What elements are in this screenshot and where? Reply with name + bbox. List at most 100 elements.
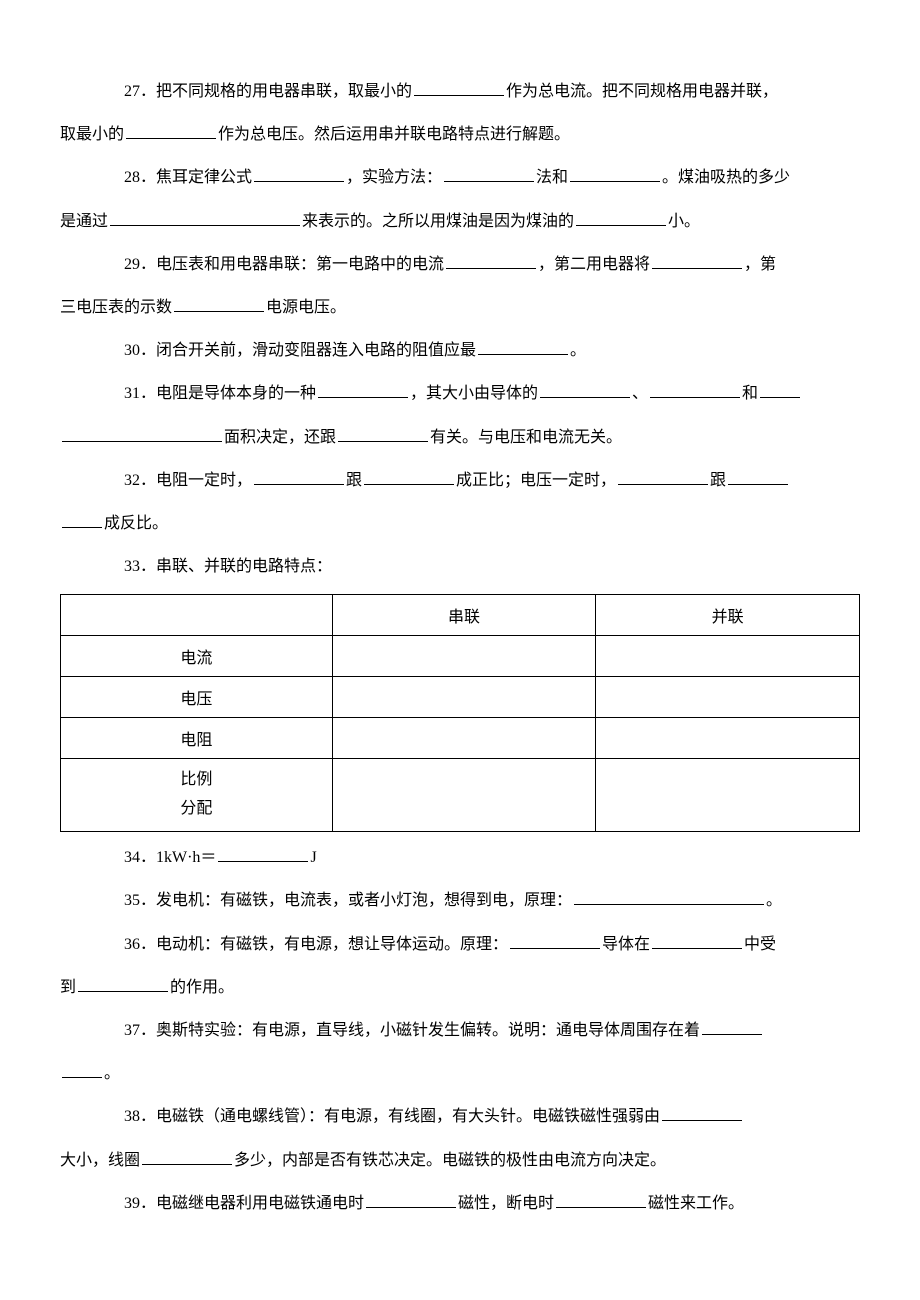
q38-text: 多少，内部是否有铁芯决定。电磁铁的极性由电流方向决定。 — [234, 1152, 666, 1169]
q31-text: 、 — [632, 385, 648, 402]
q28-text: 。煤油吸热的多少 — [662, 169, 790, 186]
q34-line: 34．1kW·h＝ J — [60, 836, 860, 879]
blank[interactable] — [218, 845, 308, 862]
q31-text: 和 — [742, 385, 758, 402]
q27-text: 取最小的 — [60, 126, 124, 143]
blank[interactable] — [556, 1191, 646, 1208]
q29-text: 三电压表的示数 — [60, 299, 172, 316]
q31-text: 有关。与电压和电流无关。 — [430, 429, 622, 446]
blank[interactable] — [576, 209, 666, 226]
q35-text: 35．发电机：有磁铁，电流表，或者小灯泡，想得到电，原理： — [124, 892, 572, 909]
blank[interactable] — [174, 295, 264, 312]
table-row: 电流 — [61, 636, 860, 677]
q36-line1: 36．电动机：有磁铁，有电源，想让导体运动。原理： 导体在 中受 — [60, 923, 860, 966]
q37-text: 37．奥斯特实验：有电源，直导线，小磁针发生偏转。说明：通电导体周围存在着 — [124, 1022, 700, 1039]
blank[interactable] — [570, 165, 660, 182]
blank[interactable] — [62, 511, 102, 528]
blank[interactable] — [662, 1104, 742, 1121]
q36-line2: 到的作用。 — [60, 966, 860, 1009]
q39-text: 39．电磁继电器利用电磁铁通电时 — [124, 1195, 364, 1212]
q28-text: 28．焦耳定律公式 — [124, 169, 252, 186]
q33-text: 33．串联、并联的电路特点： — [124, 558, 332, 575]
cell-blank[interactable] — [596, 677, 860, 718]
q39-line: 39．电磁继电器利用电磁铁通电时磁性，断电时磁性来工作。 — [60, 1182, 860, 1225]
q34-text: 34．1kW·h＝ — [124, 849, 216, 866]
blank[interactable] — [618, 468, 708, 485]
blank[interactable] — [110, 209, 300, 226]
row-label: 电压 — [61, 677, 333, 718]
q32-line2: 成反比。 — [60, 502, 860, 545]
q37-line2: 。 — [60, 1052, 860, 1095]
q30-text: 30．闭合开关前，滑动变阻器连入电路的阻值应最 — [124, 342, 476, 359]
blank[interactable] — [728, 468, 788, 485]
cell-blank[interactable] — [332, 718, 596, 759]
blank[interactable] — [254, 165, 344, 182]
blank[interactable] — [540, 381, 630, 398]
blank[interactable] — [478, 338, 568, 355]
cell-blank[interactable] — [332, 636, 596, 677]
blank[interactable] — [318, 381, 408, 398]
blank[interactable] — [338, 425, 428, 442]
blank[interactable] — [364, 468, 454, 485]
q31-text: 面积决定，还跟 — [224, 429, 336, 446]
table-header-row: 串联 并联 — [61, 595, 860, 636]
q36-text: 导体在 — [602, 936, 650, 953]
q39-text: 磁性来工作。 — [648, 1195, 744, 1212]
ratio-line1: 比例 — [180, 771, 212, 788]
q27-text: 27．把不同规格的用电器串联，取最小的 — [124, 83, 412, 100]
q31-line1: 31．电阻是导体本身的一种，其大小由导体的、和 — [60, 372, 860, 415]
blank[interactable] — [62, 425, 222, 442]
cell-blank[interactable] — [596, 636, 860, 677]
cell-blank[interactable] — [332, 759, 596, 832]
q28-line1: 28．焦耳定律公式，实验方法：法和。煤油吸热的多少 — [60, 156, 860, 199]
blank[interactable] — [366, 1191, 456, 1208]
blank[interactable] — [510, 932, 600, 949]
q30-text: 。 — [570, 342, 586, 359]
q32-text: 跟 — [346, 472, 362, 489]
blank[interactable] — [650, 381, 740, 398]
q36-text: 到 — [60, 979, 76, 996]
q35-text: 。 — [766, 892, 782, 909]
q38-text: 38．电磁铁（通电螺线管）：有电源，有线圈，有大头针。电磁铁磁性强弱由 — [124, 1108, 660, 1125]
blank[interactable] — [446, 252, 536, 269]
document-page: 27．把不同规格的用电器串联，取最小的作为总电流。把不同规格用电器并联， 取最小… — [0, 0, 920, 1300]
q38-text: 大小，线圈 — [60, 1152, 140, 1169]
q29-text: ，第 — [744, 256, 776, 273]
q38-line1: 38．电磁铁（通电螺线管）：有电源，有线圈，有大头针。电磁铁磁性强弱由 — [60, 1095, 860, 1138]
q31-text: 31．电阻是导体本身的一种 — [124, 385, 316, 402]
blank[interactable] — [126, 122, 216, 139]
blank[interactable] — [760, 381, 800, 398]
ratio-line2: 分配 — [180, 800, 212, 817]
q28-text: 法和 — [536, 169, 568, 186]
q28-text: 小。 — [668, 213, 700, 230]
q38-line2: 大小，线圈 多少，内部是否有铁芯决定。电磁铁的极性由电流方向决定。 — [60, 1139, 860, 1182]
blank[interactable] — [652, 932, 742, 949]
q36-text: 36．电动机：有磁铁，有电源，想让导体运动。原理： — [124, 936, 508, 953]
cell-blank[interactable] — [596, 759, 860, 832]
q32-text: 成正比；电压一定时， — [456, 472, 616, 489]
cell-blank[interactable] — [596, 718, 860, 759]
blank[interactable] — [444, 165, 534, 182]
blank[interactable] — [78, 975, 168, 992]
blank[interactable] — [142, 1148, 232, 1165]
blank[interactable] — [254, 468, 344, 485]
q32-text: 成反比。 — [104, 515, 168, 532]
q33-title: 33．串联、并联的电路特点： — [60, 545, 860, 588]
table-row: 电压 — [61, 677, 860, 718]
table-row: 电阻 — [61, 718, 860, 759]
row-label-ratio: 比例 分配 — [61, 759, 333, 832]
q34-text: J — [310, 849, 316, 866]
blank[interactable] — [574, 888, 764, 905]
q27-line1: 27．把不同规格的用电器串联，取最小的作为总电流。把不同规格用电器并联， — [60, 70, 860, 113]
blank[interactable] — [414, 79, 504, 96]
blank[interactable] — [652, 252, 742, 269]
q32-text: 32．电阻一定时， — [124, 472, 252, 489]
q30-line: 30．闭合开关前，滑动变阻器连入电路的阻值应最 。 — [60, 329, 860, 372]
cell-blank[interactable] — [332, 677, 596, 718]
blank[interactable] — [702, 1018, 762, 1035]
q27-text: 作为总电压。然后运用串并联电路特点进行解题。 — [218, 126, 570, 143]
q36-text: 中受 — [744, 936, 776, 953]
q28-text: 来表示的。之所以用煤油是因为煤油的 — [302, 213, 574, 230]
blank[interactable] — [62, 1061, 102, 1078]
table-header-parallel: 并联 — [596, 595, 860, 636]
